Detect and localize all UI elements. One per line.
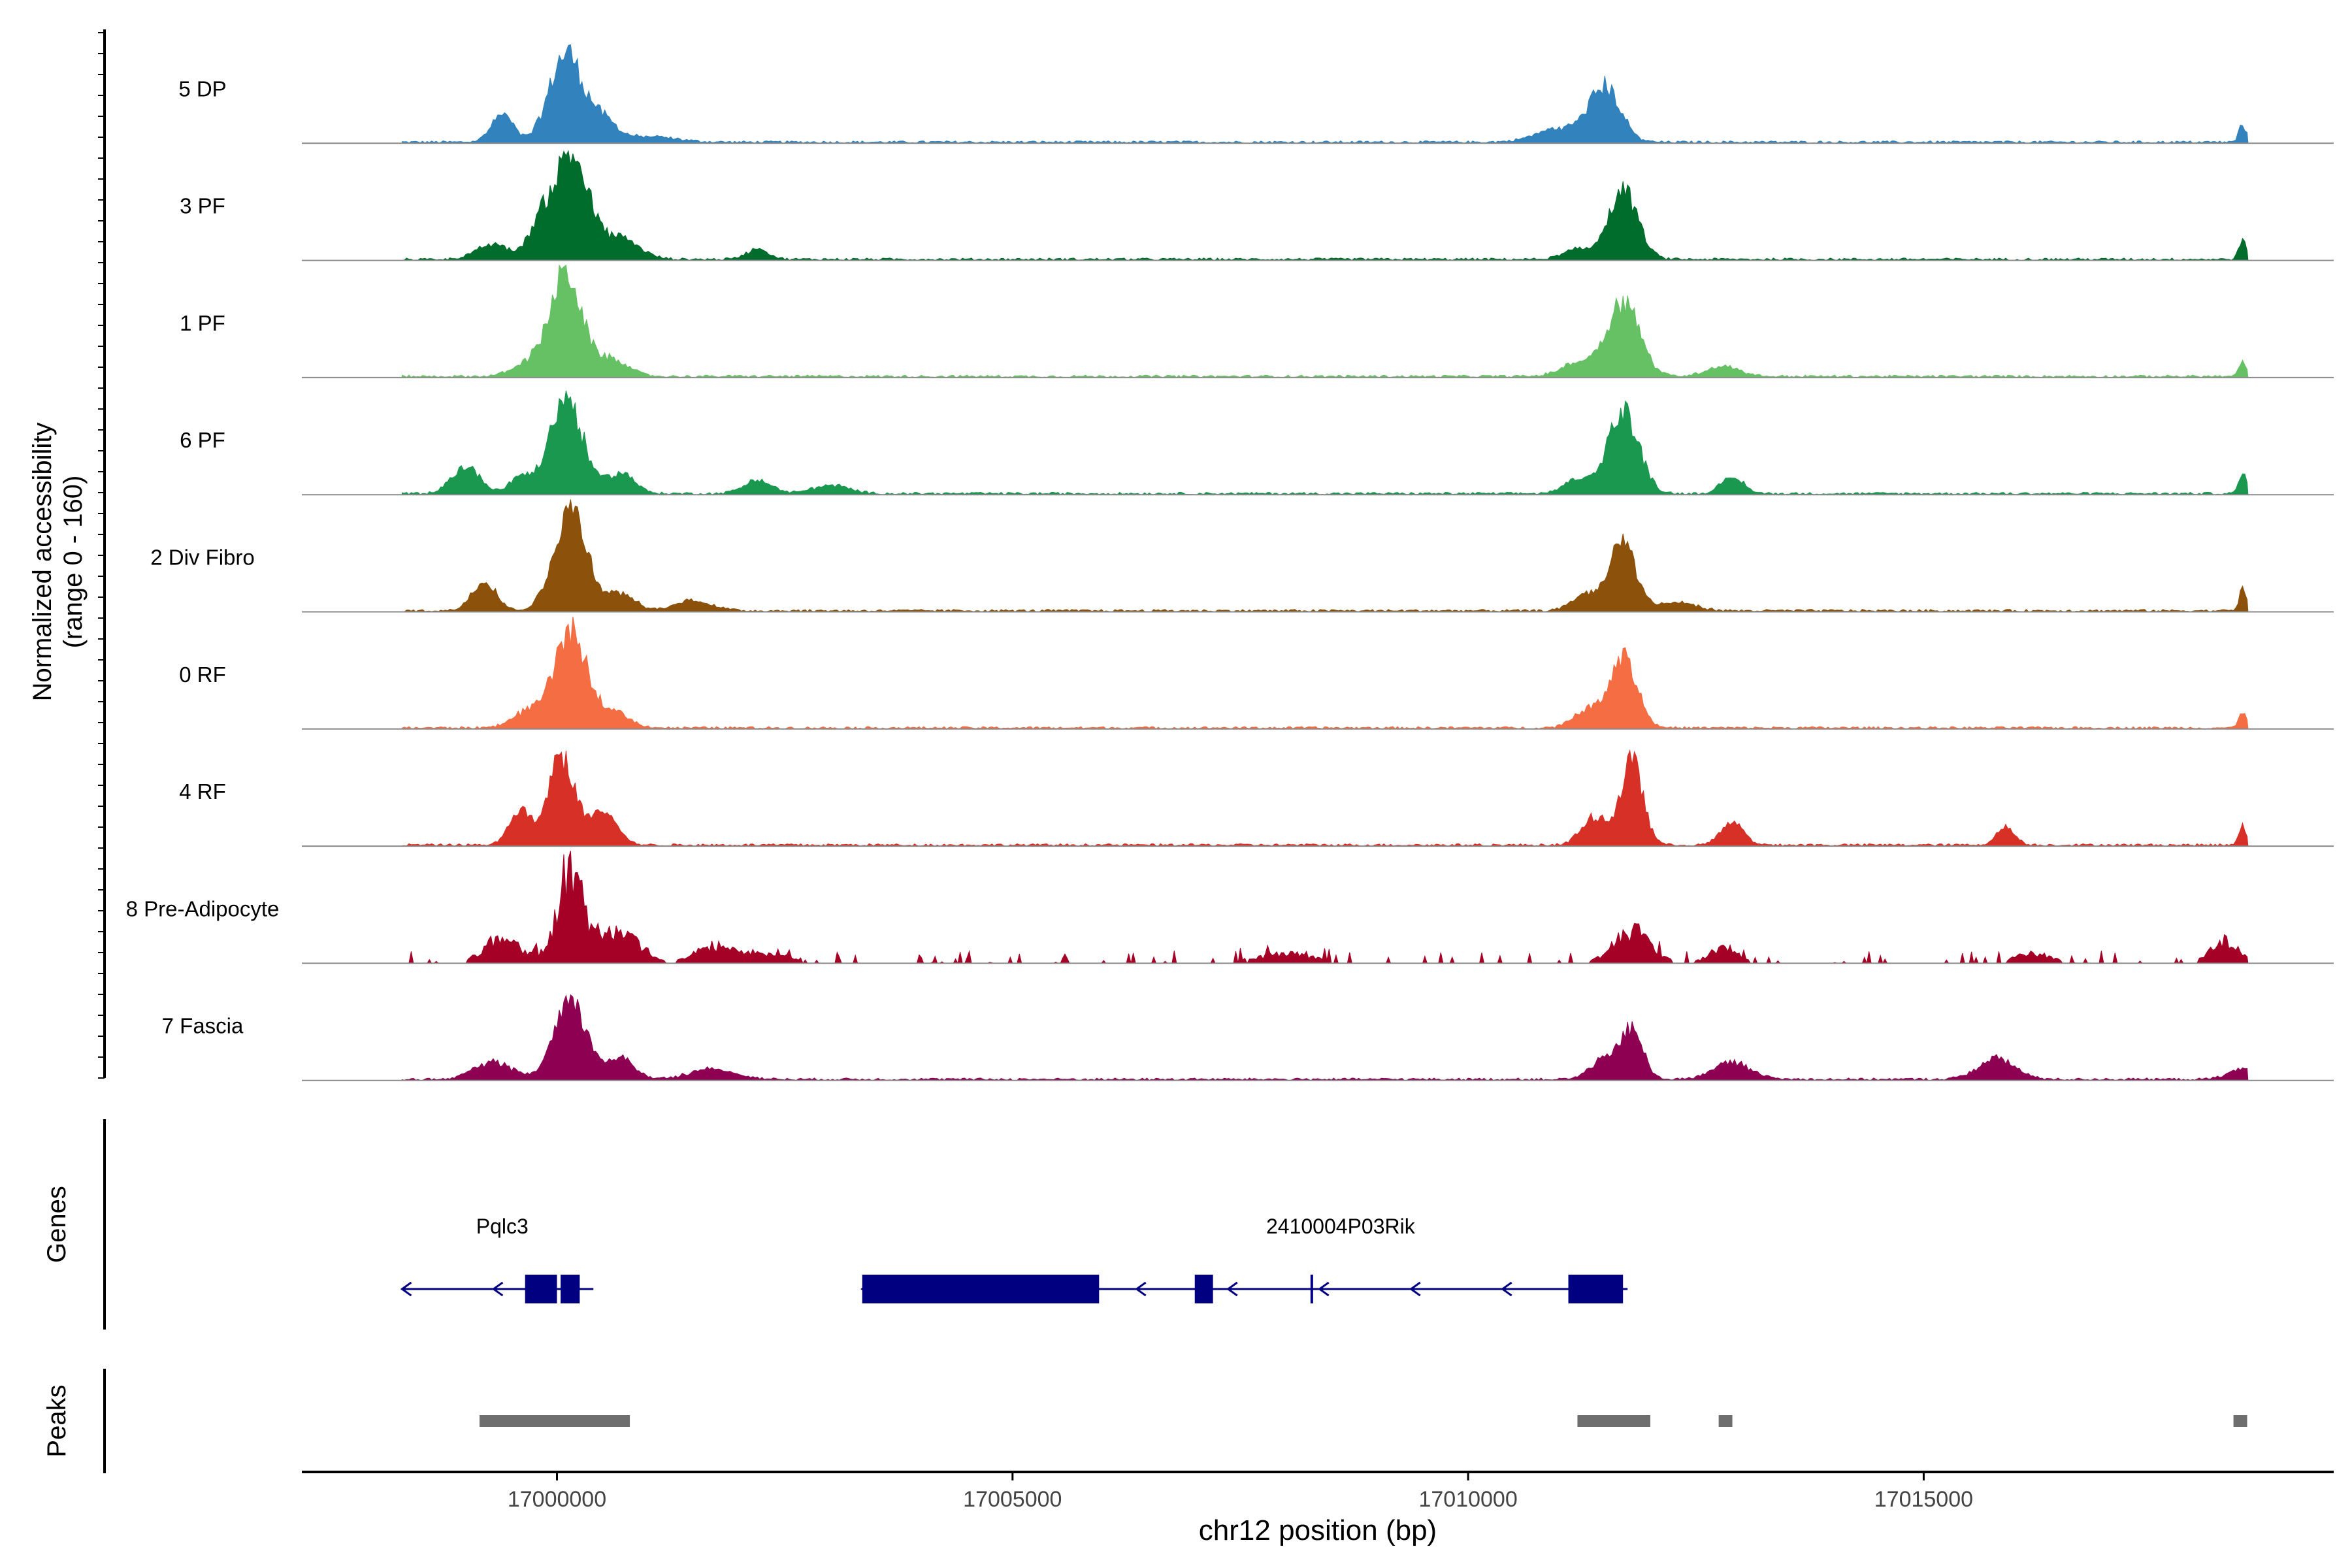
gene-name: Pqlc3 bbox=[476, 1215, 529, 1238]
strand-arrow bbox=[1318, 1281, 1330, 1297]
track-label: 0 RF bbox=[179, 662, 226, 687]
genes-panel: Pqlc3 2410004P03Rik bbox=[400, 1215, 1628, 1303]
strand-arrow bbox=[1501, 1281, 1512, 1297]
coverage-area bbox=[401, 499, 2249, 613]
peaks-panel bbox=[479, 1415, 2247, 1427]
track-3-pf: 3 PF bbox=[180, 150, 2334, 261]
gene-exon bbox=[1194, 1275, 1213, 1303]
track-label: 5 DP bbox=[178, 76, 226, 101]
gene-exon bbox=[1568, 1275, 1624, 1303]
strand-arrow bbox=[400, 1281, 412, 1297]
coverage-area bbox=[401, 264, 2249, 378]
track-label: 6 PF bbox=[180, 428, 225, 452]
track-8-pre-adipocyte: 8 Pre-Adipocyte bbox=[126, 851, 2334, 965]
x-tick-label: 17005000 bbox=[963, 1487, 1062, 1512]
coverage-area bbox=[401, 390, 2249, 495]
gene-name: 2410004P03Rik bbox=[1266, 1215, 1416, 1238]
track-6-pf: 6 PF bbox=[180, 390, 2334, 496]
strand-arrow bbox=[1226, 1281, 1238, 1297]
gene-pqlc3: Pqlc3 bbox=[400, 1215, 594, 1303]
gene-exon bbox=[525, 1275, 557, 1303]
coverage-tracks: 5 DP 3 PF 1 PF 6 PF 2 Div Fibro 0 RF 4 RF 8 Pre… bbox=[126, 44, 2334, 1081]
coverage-area bbox=[401, 994, 2249, 1081]
genes-panel-label: Genes bbox=[42, 1186, 71, 1263]
y-axis-title: Normalized accessibility (range 0 - 160) bbox=[28, 423, 88, 702]
track-label: 8 Pre-Adipocyte bbox=[126, 896, 280, 921]
gene-exon bbox=[561, 1275, 580, 1303]
peaks-panel-label: Peaks bbox=[42, 1384, 71, 1457]
track-2-div-fibro: 2 Div Fibro bbox=[150, 499, 2334, 613]
gene-exon bbox=[1310, 1275, 1313, 1303]
track-label: 1 PF bbox=[180, 311, 225, 335]
peak-region bbox=[1718, 1415, 1733, 1427]
x-axis-title: chr12 position (bp) bbox=[1199, 1514, 1437, 1546]
track-y-axis-ticks bbox=[98, 32, 105, 1079]
coverage-area bbox=[402, 851, 2249, 965]
y-axis-title-line2: (range 0 - 160) bbox=[59, 476, 88, 649]
coverage-area bbox=[401, 616, 2249, 730]
coverage-area bbox=[401, 150, 2249, 261]
track-5-dp: 5 DP bbox=[178, 44, 2334, 144]
track-label: 7 Fascia bbox=[162, 1014, 244, 1038]
y-axis-title-line1: Normalized accessibility bbox=[28, 423, 57, 702]
strand-arrow bbox=[1409, 1281, 1421, 1297]
peak-region bbox=[1577, 1415, 1651, 1427]
gene-2410004p03rik: 2410004P03Rik bbox=[860, 1215, 1628, 1303]
x-axis-ticks: 17000000 17005000 17010000 17015000 bbox=[508, 1472, 1973, 1512]
track-7-fascia: 7 Fascia bbox=[162, 994, 2334, 1081]
gene-exon bbox=[862, 1275, 1100, 1303]
coverage-area bbox=[401, 44, 2249, 144]
x-tick-label: 17015000 bbox=[1874, 1487, 1973, 1512]
track-label: 3 PF bbox=[180, 194, 225, 218]
track-label: 2 Div Fibro bbox=[150, 546, 255, 570]
strand-arrow bbox=[1135, 1281, 1147, 1297]
x-tick-label: 17010000 bbox=[1418, 1487, 1517, 1512]
coverage-area bbox=[401, 749, 2249, 847]
track-4-rf: 4 RF bbox=[179, 749, 2334, 847]
track-0-rf: 0 RF bbox=[179, 616, 2334, 730]
track-1-pf: 1 PF bbox=[180, 264, 2334, 378]
strand-arrow bbox=[491, 1281, 504, 1297]
track-label: 4 RF bbox=[179, 779, 226, 804]
x-tick-label: 17000000 bbox=[508, 1487, 606, 1512]
peak-region bbox=[2233, 1415, 2247, 1427]
peak-region bbox=[479, 1415, 630, 1427]
